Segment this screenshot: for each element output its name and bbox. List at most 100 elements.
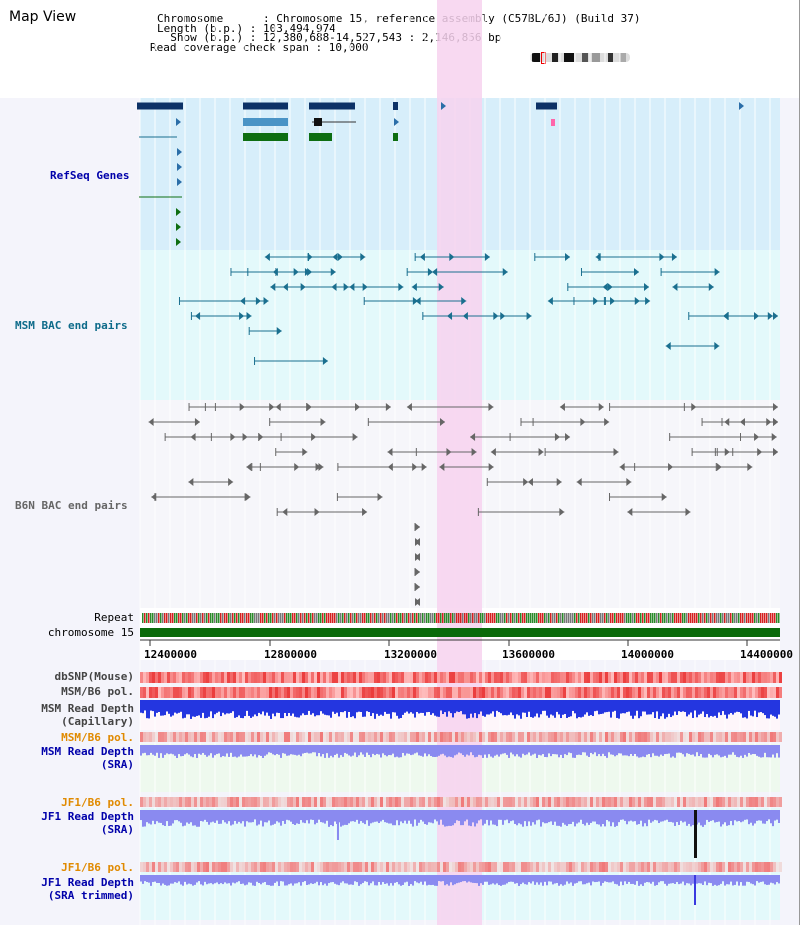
feature-arrow[interactable] — [230, 433, 236, 441]
feature-arrow[interactable] — [488, 463, 494, 471]
feature-arrow[interactable] — [190, 433, 196, 441]
feature-arrow[interactable] — [461, 297, 467, 305]
feature-arrow[interactable] — [773, 418, 778, 426]
gene-feature[interactable] — [309, 133, 332, 141]
feature-arrow[interactable] — [488, 403, 494, 411]
feature-arrow[interactable] — [415, 523, 420, 531]
gene-feature[interactable] — [243, 118, 288, 126]
feature-arrow[interactable] — [177, 163, 182, 171]
feature-arrow[interactable] — [194, 418, 200, 426]
feature-arrow[interactable] — [282, 508, 288, 516]
feature-arrow[interactable] — [415, 553, 420, 561]
feature-arrow[interactable] — [661, 493, 667, 501]
feature-arrow[interactable] — [176, 223, 181, 231]
feature-arrow[interactable] — [406, 403, 412, 411]
feature-arrow[interactable] — [415, 598, 420, 606]
feature-arrow[interactable] — [246, 463, 252, 471]
feature-arrow[interactable] — [773, 448, 778, 456]
feature-arrow[interactable] — [724, 418, 730, 426]
feature-arrow[interactable] — [598, 403, 604, 411]
feature-arrow[interactable] — [754, 433, 760, 441]
feature-arrow[interactable] — [644, 283, 650, 291]
feature-arrow[interactable] — [228, 478, 234, 486]
feature-arrow[interactable] — [668, 463, 674, 471]
feature-arrow[interactable] — [672, 283, 678, 291]
feature-arrow[interactable] — [320, 418, 326, 426]
feature-arrow[interactable] — [427, 268, 433, 276]
feature-arrow[interactable] — [773, 403, 778, 411]
feature-arrow[interactable] — [626, 478, 632, 486]
feature-arrow[interactable] — [439, 418, 445, 426]
feature-arrow[interactable] — [613, 448, 619, 456]
b6n-bac-label[interactable]: B6N BAC end pairs — [15, 499, 128, 512]
feature-arrow[interactable] — [352, 433, 358, 441]
feature-arrow[interactable] — [576, 478, 582, 486]
feature-arrow[interactable] — [331, 283, 337, 291]
gene-feature[interactable] — [393, 102, 398, 110]
feature-arrow[interactable] — [332, 253, 338, 261]
jf1-b6-pol-label-1[interactable]: JF1/B6 pol. — [61, 796, 134, 809]
feature-arrow[interactable] — [412, 297, 418, 305]
feature-arrow[interactable] — [714, 268, 720, 276]
refseq-genes-label[interactable]: RefSeq Genes — [50, 169, 130, 182]
feature-arrow[interactable] — [708, 283, 714, 291]
msm-b6-pol-label-2[interactable]: MSM/B6 pol. — [61, 731, 134, 744]
feature-arrow[interactable] — [595, 253, 601, 261]
feature-arrow[interactable] — [523, 478, 529, 486]
feature-arrow[interactable] — [244, 493, 250, 501]
feature-arrow[interactable] — [330, 268, 336, 276]
feature-arrow[interactable] — [633, 268, 639, 276]
feature-arrow[interactable] — [411, 283, 417, 291]
feature-arrow[interactable] — [322, 357, 328, 365]
feature-arrow[interactable] — [671, 253, 677, 261]
feature-arrow[interactable] — [447, 312, 453, 320]
feature-arrow[interactable] — [502, 268, 508, 276]
feature-arrow[interactable] — [387, 448, 393, 456]
jf1-depth-sra-label[interactable]: JF1 Read Depth (SRA) — [41, 810, 134, 836]
gene-feature[interactable] — [551, 119, 555, 126]
feature-arrow[interactable] — [385, 403, 391, 411]
feature-arrow[interactable] — [556, 478, 562, 486]
feature-arrow[interactable] — [176, 208, 181, 216]
feature-arrow[interactable] — [362, 508, 368, 516]
feature-arrow[interactable] — [360, 253, 366, 261]
feature-arrow[interactable] — [565, 253, 571, 261]
feature-arrow[interactable] — [604, 418, 610, 426]
feature-arrow[interactable] — [559, 508, 565, 516]
feature-arrow[interactable] — [610, 297, 616, 305]
feature-arrow[interactable] — [176, 118, 181, 126]
feature-arrow[interactable] — [490, 448, 496, 456]
gene-feature[interactable] — [536, 102, 557, 110]
feature-arrow[interactable] — [304, 268, 310, 276]
feature-arrow[interactable] — [318, 463, 324, 471]
feature-arrow[interactable] — [246, 312, 252, 320]
feature-arrow[interactable] — [526, 312, 532, 320]
msm-depth-capillary-label[interactable]: MSM Read Depth (Capillary) — [41, 702, 134, 728]
dbsnp-label[interactable]: dbSNP(Mouse) — [54, 670, 134, 683]
feature-arrow[interactable] — [538, 448, 544, 456]
feature-arrow[interactable] — [739, 102, 744, 110]
feature-arrow[interactable] — [242, 433, 248, 441]
feature-arrow[interactable] — [714, 342, 720, 350]
feature-arrow[interactable] — [685, 508, 691, 516]
feature-arrow[interactable] — [398, 283, 404, 291]
feature-arrow[interactable] — [421, 463, 427, 471]
feature-arrow[interactable] — [565, 433, 571, 441]
feature-arrow[interactable] — [471, 448, 477, 456]
gene-feature[interactable] — [137, 102, 183, 110]
msm-depth-sra-label[interactable]: MSM Read Depth (SRA) — [41, 745, 134, 771]
feature-arrow[interactable] — [527, 478, 533, 486]
feature-arrow[interactable] — [619, 463, 625, 471]
feature-arrow[interactable] — [754, 312, 760, 320]
feature-arrow[interactable] — [627, 508, 633, 516]
gene-feature[interactable] — [309, 102, 355, 110]
feature-arrow[interactable] — [716, 463, 722, 471]
msm-bac-label[interactable]: MSM BAC end pairs — [15, 319, 128, 332]
feature-arrow[interactable] — [272, 268, 278, 276]
feature-arrow[interactable] — [438, 283, 444, 291]
feature-arrow[interactable] — [773, 312, 778, 320]
feature-arrow[interactable] — [415, 538, 420, 546]
feature-arrow[interactable] — [645, 297, 651, 305]
feature-arrow[interactable] — [263, 297, 269, 305]
feature-arrow[interactable] — [300, 283, 306, 291]
